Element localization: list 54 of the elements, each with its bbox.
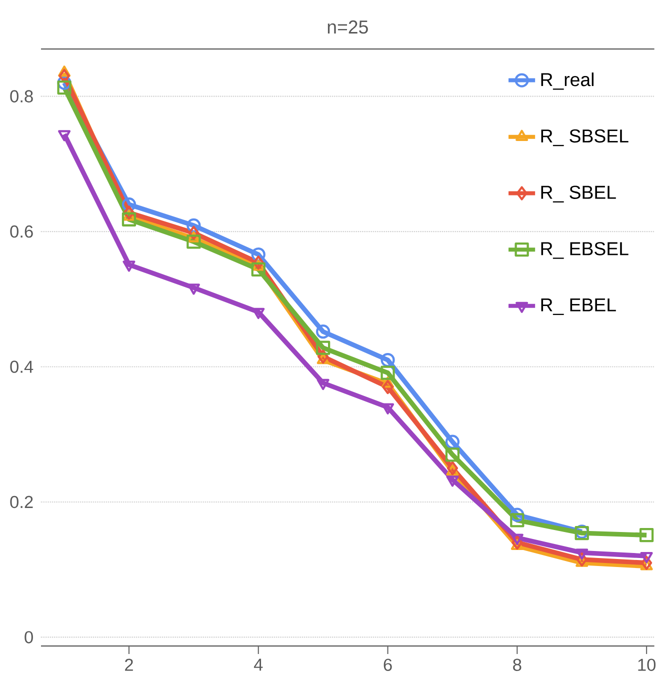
x-tick-label: 2 bbox=[125, 658, 133, 671]
legend-label: R_ EBEL bbox=[541, 298, 616, 316]
point bbox=[316, 378, 330, 390]
x-tick-label: 8 bbox=[513, 658, 522, 671]
point bbox=[57, 76, 72, 90]
y-tick-label: 0 bbox=[24, 631, 33, 644]
point bbox=[316, 324, 330, 339]
point bbox=[446, 461, 458, 476]
point bbox=[576, 548, 588, 560]
point bbox=[446, 476, 459, 487]
point bbox=[186, 234, 201, 249]
point bbox=[57, 80, 72, 95]
point bbox=[382, 376, 394, 388]
point bbox=[640, 552, 653, 564]
point bbox=[510, 508, 524, 522]
point bbox=[445, 434, 460, 449]
legend-label: R_real bbox=[541, 72, 594, 90]
point bbox=[510, 513, 524, 528]
point bbox=[252, 260, 265, 271]
point bbox=[187, 231, 200, 242]
point bbox=[188, 226, 200, 240]
y-tick-label: 0.8 bbox=[10, 90, 33, 102]
point bbox=[58, 68, 70, 84]
point bbox=[122, 212, 136, 226]
point bbox=[445, 448, 460, 462]
point bbox=[318, 350, 329, 364]
legend-label: R_ SBSEL bbox=[541, 129, 628, 146]
y-tick-label: 0.2 bbox=[10, 496, 33, 508]
point bbox=[122, 197, 136, 212]
x-tick-label: 4 bbox=[254, 658, 263, 671]
point bbox=[316, 340, 330, 355]
point bbox=[510, 534, 524, 545]
point bbox=[123, 206, 135, 220]
point bbox=[122, 210, 136, 221]
point bbox=[639, 528, 654, 542]
x-tick-label: 10 bbox=[638, 658, 656, 671]
point bbox=[576, 552, 588, 567]
point bbox=[640, 556, 652, 570]
point bbox=[380, 366, 395, 380]
legend-label: R_ SBEL bbox=[541, 186, 616, 202]
point bbox=[380, 352, 395, 368]
point bbox=[58, 66, 71, 77]
x-tick-label: 6 bbox=[384, 658, 392, 671]
point bbox=[512, 535, 523, 550]
point bbox=[251, 247, 266, 262]
legend-label: R_ EBSEL bbox=[541, 242, 628, 259]
chart-title: n=25 bbox=[328, 20, 368, 34]
point bbox=[251, 262, 266, 276]
y-tick-label: 0.4 bbox=[10, 360, 34, 373]
point bbox=[382, 380, 394, 394]
point bbox=[382, 403, 394, 414]
point bbox=[186, 218, 201, 233]
point bbox=[252, 256, 264, 270]
y-tick-label: 0.6 bbox=[10, 225, 33, 238]
